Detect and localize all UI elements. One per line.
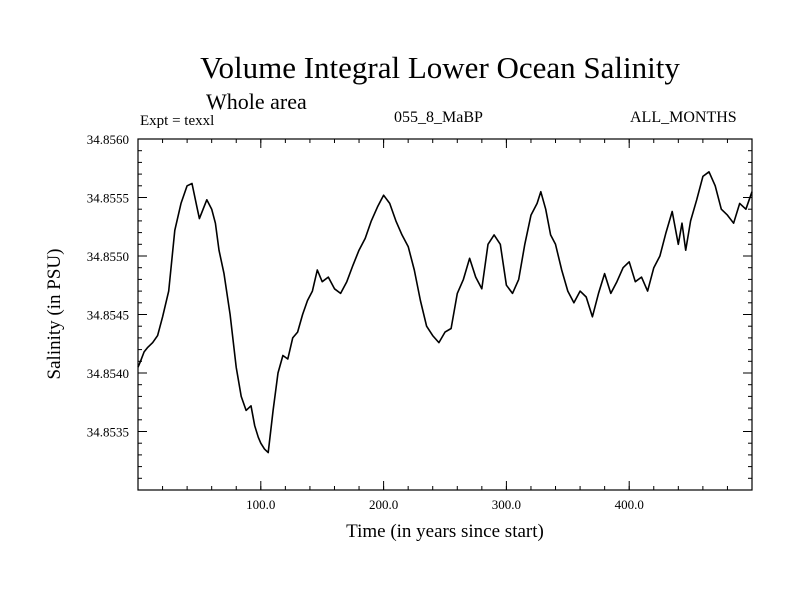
y-tick-label: 34.8555 xyxy=(87,191,129,206)
x-axis-label: Time (in years since start) xyxy=(346,521,544,542)
y-tick-label: 34.8540 xyxy=(87,366,129,381)
y-tick-label: 34.8545 xyxy=(87,308,129,323)
run-id-label: 055_8_MaBP xyxy=(394,109,483,126)
chart-subtitle: Whole area xyxy=(206,89,307,114)
y-axis-label: Salinity (in PSU) xyxy=(44,249,65,380)
y-tick-label: 34.8535 xyxy=(87,425,129,440)
x-tick-label: 100.0 xyxy=(246,497,275,512)
axis-tick-labels: 100.0 200.0 300.0 400.0 34.8535 34.8540 34.854… xyxy=(87,132,644,512)
period-label: ALL_MONTHS xyxy=(630,109,737,126)
chart-title: Volume Integral Lower Ocean Salinity xyxy=(200,50,680,85)
axis-ticks xyxy=(138,138,752,490)
x-tick-label: 300.0 xyxy=(492,497,521,512)
y-tick-label: 34.8560 xyxy=(87,132,129,147)
x-tick-label: 200.0 xyxy=(369,497,398,512)
y-tick-label: 34.8550 xyxy=(87,249,129,264)
experiment-label: Expt = texxl xyxy=(140,113,215,129)
salinity-series-line xyxy=(137,171,753,454)
x-tick-label: 400.0 xyxy=(615,497,644,512)
